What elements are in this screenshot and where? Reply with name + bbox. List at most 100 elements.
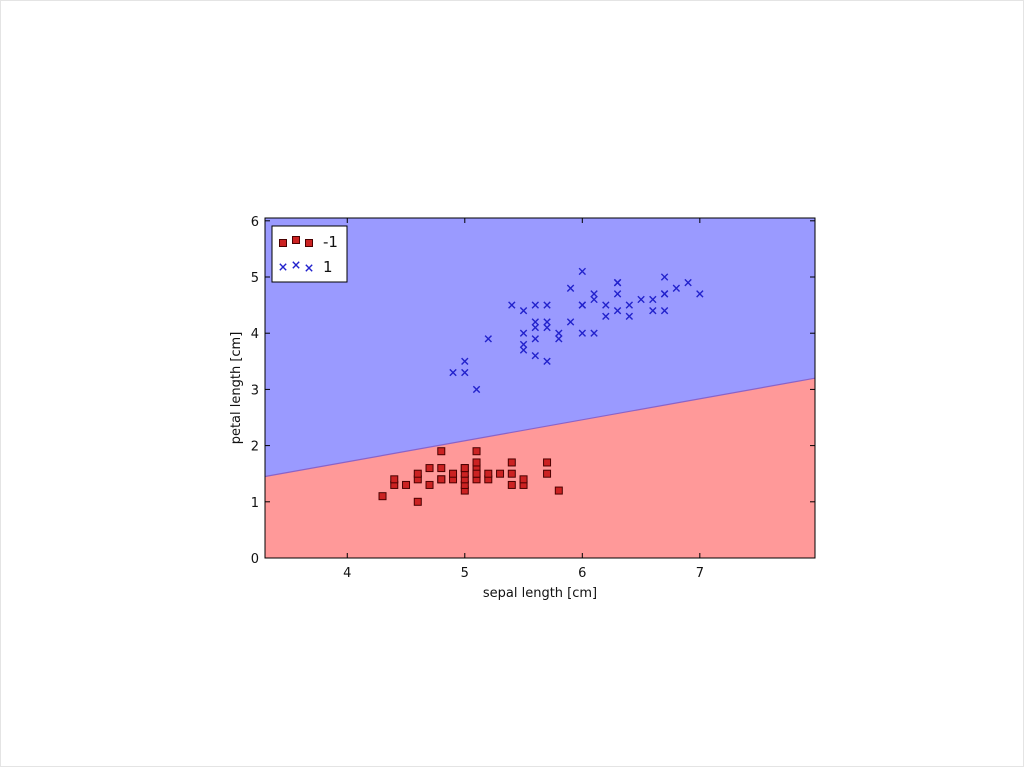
point-class-1 <box>602 312 610 321</box>
point-class-1 <box>519 329 528 337</box>
point-class-1 <box>684 278 692 287</box>
point-class-1 <box>519 340 528 349</box>
point-class-1 <box>696 290 704 298</box>
legend-marker-neg1 <box>279 239 287 247</box>
point-class-1 <box>531 318 539 326</box>
point-class-1 <box>519 307 528 315</box>
point-class-neg1 <box>472 447 481 456</box>
point-class-neg1 <box>472 469 481 478</box>
point-class-1 <box>531 351 539 360</box>
legend-label-1: 1 <box>323 258 333 276</box>
point-class-1 <box>508 301 516 309</box>
point-class-1 <box>531 323 539 332</box>
point-class-neg1 <box>413 497 422 506</box>
y-tick-label: 4 <box>251 327 259 342</box>
point-class-1 <box>543 323 551 332</box>
point-class-1 <box>625 312 634 321</box>
point-class-1 <box>590 295 598 304</box>
data-points <box>378 267 704 506</box>
point-class-neg1 <box>378 492 387 501</box>
y-tick-label: 2 <box>251 440 259 455</box>
legend-marker-neg1 <box>292 236 300 244</box>
point-class-neg1 <box>543 458 552 467</box>
region-class-1 <box>265 218 815 477</box>
point-class-neg1 <box>425 480 434 489</box>
legend-marker-1 <box>292 261 300 269</box>
point-class-1 <box>519 346 528 354</box>
point-class-1 <box>649 295 657 304</box>
point-class-1 <box>625 301 634 309</box>
point-class-1 <box>566 318 575 326</box>
point-class-neg1 <box>413 469 422 478</box>
point-class-1 <box>672 284 681 292</box>
point-class-neg1 <box>437 447 446 456</box>
point-class-1 <box>649 307 657 315</box>
point-class-neg1 <box>437 464 446 473</box>
legend-marker-1 <box>279 263 287 271</box>
region-class-neg1 <box>265 378 815 558</box>
point-class-neg1 <box>449 469 458 478</box>
point-class-neg1 <box>507 458 516 467</box>
point-class-1 <box>578 301 587 309</box>
y-axis-label: petal length [cm] <box>229 332 244 445</box>
x-tick-label: 4 <box>343 566 351 581</box>
y-tick-label: 5 <box>251 271 259 286</box>
y-tick-label: 3 <box>251 383 259 398</box>
point-class-1 <box>637 295 645 304</box>
point-class-neg1 <box>484 469 493 478</box>
legend-marker-1 <box>305 264 313 272</box>
legend-label-neg1: -1 <box>323 233 338 251</box>
x-tick-label: 6 <box>578 566 586 581</box>
point-class-neg1 <box>460 464 469 473</box>
point-class-1 <box>602 301 610 309</box>
legend-box <box>271 225 348 283</box>
point-class-neg1 <box>507 480 516 489</box>
point-class-1 <box>484 335 492 343</box>
point-class-1 <box>543 357 551 366</box>
point-class-neg1 <box>519 475 528 484</box>
point-class-neg1 <box>472 458 481 467</box>
point-class-1 <box>578 329 587 337</box>
point-class-1 <box>461 357 469 366</box>
point-class-neg1 <box>554 486 563 495</box>
point-class-1 <box>578 267 587 276</box>
point-class-1 <box>660 273 669 281</box>
decision-boundary-line <box>265 377 815 478</box>
point-class-neg1 <box>437 475 446 484</box>
axis-ticks: 4 5 6 7 0 1 2 3 4 5 6 <box>251 215 815 581</box>
legend-marker-neg1 <box>305 239 313 247</box>
point-class-neg1 <box>390 475 399 484</box>
x-tick-label: 7 <box>696 566 704 581</box>
point-class-1 <box>531 335 539 343</box>
point-class-1 <box>555 335 563 343</box>
point-class-1 <box>660 290 669 298</box>
legend-markers <box>279 236 313 272</box>
y-tick-label: 1 <box>251 496 259 511</box>
point-class-1 <box>613 278 622 287</box>
point-class-1 <box>590 290 598 298</box>
x-axis-label: sepal length [cm] <box>483 586 597 601</box>
decision-regions <box>265 218 815 558</box>
point-class-1 <box>566 284 575 292</box>
y-tick-label: 0 <box>251 552 259 567</box>
legend: -1 1 <box>271 225 348 283</box>
point-class-1 <box>555 329 563 337</box>
point-class-1 <box>590 329 598 337</box>
x-tick-label: 5 <box>461 566 469 581</box>
point-class-neg1 <box>496 469 505 478</box>
point-class-neg1 <box>507 469 516 478</box>
point-class-neg1 <box>425 464 434 473</box>
y-tick-label: 6 <box>251 215 259 230</box>
point-class-1 <box>613 307 622 315</box>
point-class-neg1 <box>402 480 411 489</box>
point-class-1 <box>543 301 551 309</box>
point-class-1 <box>472 385 481 394</box>
point-class-1 <box>543 318 551 326</box>
point-class-1 <box>461 368 469 377</box>
point-class-1 <box>449 368 457 377</box>
plot-frame <box>264 217 816 559</box>
point-class-1 <box>531 301 539 309</box>
point-class-1 <box>613 290 622 298</box>
point-class-1 <box>660 307 669 315</box>
